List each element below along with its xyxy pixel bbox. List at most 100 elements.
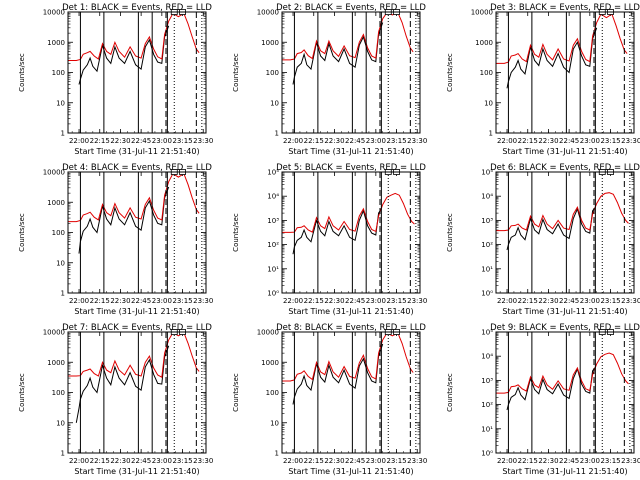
y-tick-label: 1 [275,130,279,138]
x-tick-label: 22:30 [110,297,130,305]
y-tick-label: 100 [52,229,65,237]
y-tick-label: 100 [266,389,279,397]
x-axis-label: Start Time (31-Jul-11 21:51:40) [288,467,413,476]
x-tick-label: 23:30 [193,137,213,145]
y-tick-label: 10 [270,99,279,107]
lld-series-line [282,332,414,382]
chart-title: Det 5: BLACK = Events, RED = LLD [276,163,426,173]
y-tick-label: 10⁴ [267,193,279,201]
y-axis-label: Counts/sec [18,213,26,252]
plot-frame [67,11,207,134]
y-tick-label: 10³ [481,377,493,385]
x-tick-label: 23:00 [580,137,600,145]
x-tick-label: 22:15 [90,297,110,305]
plot-frame [281,171,421,294]
x-tick-label: 23:00 [152,457,172,465]
x-tick-label: 22:00 [497,297,517,305]
y-tick-label: 10 [56,259,65,267]
y-tick-label: 1000 [47,39,65,47]
x-tick-label: 22:45 [345,297,365,305]
x-tick-label: 22:30 [538,137,558,145]
y-tick-label: 1 [275,450,279,458]
x-tick-label: 22:45 [131,297,151,305]
x-axis-label: Start Time (31-Jul-11 21:51:40) [74,307,199,316]
x-tick-label: 22:45 [559,297,579,305]
x-tick-label: 22:45 [131,137,151,145]
x-tick-label: 22:00 [497,137,517,145]
x-axis-label: Start Time (31-Jul-11 21:51:40) [502,467,627,476]
y-tick-label: 1 [489,130,493,138]
y-tick-label: 10² [481,401,493,409]
x-tick-label: 22:15 [304,297,324,305]
y-tick-label: 10¹ [481,425,493,433]
plot-frame [495,171,635,294]
x-tick-label: 22:45 [345,137,365,145]
y-tick-label: 10⁵ [481,169,493,177]
events-series-line [78,25,170,85]
x-axis-label: Start Time (31-Jul-11 21:51:40) [74,147,199,156]
chart-title: Det 2: BLACK = Events, RED = LLD [276,3,426,13]
y-tick-label: 1000 [475,39,493,47]
x-tick-label: 23:00 [366,457,386,465]
plot-frame [281,331,421,454]
detector-panel: Det 9: BLACK = Events, RED = LLD Counts/s… [446,323,640,476]
lld-series-line [68,172,200,223]
events-series-line [75,345,170,423]
x-tick-label: 22:00 [69,457,89,465]
x-tick-label: 23:30 [621,137,640,145]
x-tick-label: 22:15 [518,297,538,305]
y-tick-label: 10 [56,419,65,427]
y-tick-label: 10⁰ [481,450,493,458]
x-tick-label: 22:30 [110,457,130,465]
x-tick-label: 22:00 [283,457,303,465]
x-tick-label: 23:00 [152,137,172,145]
y-tick-label: 10000 [257,9,279,17]
x-tick-label: 22:00 [283,297,303,305]
x-tick-label: 23:15 [172,297,192,305]
x-tick-label: 22:15 [90,137,110,145]
events-series-line [292,208,382,255]
events-series-line [506,27,598,89]
y-tick-label: 10⁵ [267,169,279,177]
x-tick-label: 22:45 [345,457,365,465]
detector-panel: Det 7: BLACK = Events, RED = LLD Counts/s… [18,323,213,476]
chart-title: Det 1: BLACK = Events, RED = LLD [62,3,212,13]
detector-panel: Det 6: BLACK = Events, RED = LLD Counts/s… [446,163,640,316]
x-tick-label: 22:15 [304,137,324,145]
events-series-line [292,22,384,85]
detector-panel: Det 1: BLACK = Events, RED = LLD Counts/s… [18,3,213,156]
x-tick-label: 23:30 [407,297,427,305]
x-tick-label: 23:30 [621,297,640,305]
x-tick-label: 22:30 [538,457,558,465]
x-axis-label: Start Time (31-Jul-11 21:51:40) [288,147,413,156]
x-tick-label: 23:15 [600,297,620,305]
y-tick-label: 10 [484,99,493,107]
x-tick-label: 23:30 [621,457,640,465]
x-tick-label: 22:30 [324,137,344,145]
y-axis-label: Counts/sec [232,373,240,412]
x-tick-label: 23:00 [152,297,172,305]
y-axis-label: Counts/sec [446,53,454,92]
y-tick-label: 1000 [47,359,65,367]
y-tick-label: 10¹ [267,265,279,273]
x-tick-label: 23:00 [580,457,600,465]
x-tick-label: 22:00 [497,457,517,465]
x-tick-label: 23:00 [366,297,386,305]
x-tick-label: 23:15 [386,457,406,465]
y-tick-label: 10¹ [481,265,493,273]
x-tick-label: 22:15 [518,457,538,465]
detector-panel: Det 4: BLACK = Events, RED = LLD Counts/s… [18,163,213,316]
chart-title: Det 8: BLACK = Events, RED = LLD [276,323,426,333]
chart-title: Det 9: BLACK = Events, RED = LLD [490,323,640,333]
x-tick-label: 22:00 [283,137,303,145]
y-tick-label: 1 [61,450,65,458]
x-axis-label: Start Time (31-Jul-11 21:51:40) [288,307,413,316]
y-tick-label: 10⁰ [267,290,279,298]
y-tick-label: 10000 [43,9,65,17]
y-axis-label: Counts/sec [446,373,454,412]
detector-panel: Det 3: BLACK = Events, RED = LLD Counts/s… [446,3,640,156]
x-tick-label: 22:45 [131,457,151,465]
x-tick-label: 22:30 [110,137,130,145]
plot-frame [495,331,635,454]
x-axis-label: Start Time (31-Jul-11 21:51:40) [74,467,199,476]
